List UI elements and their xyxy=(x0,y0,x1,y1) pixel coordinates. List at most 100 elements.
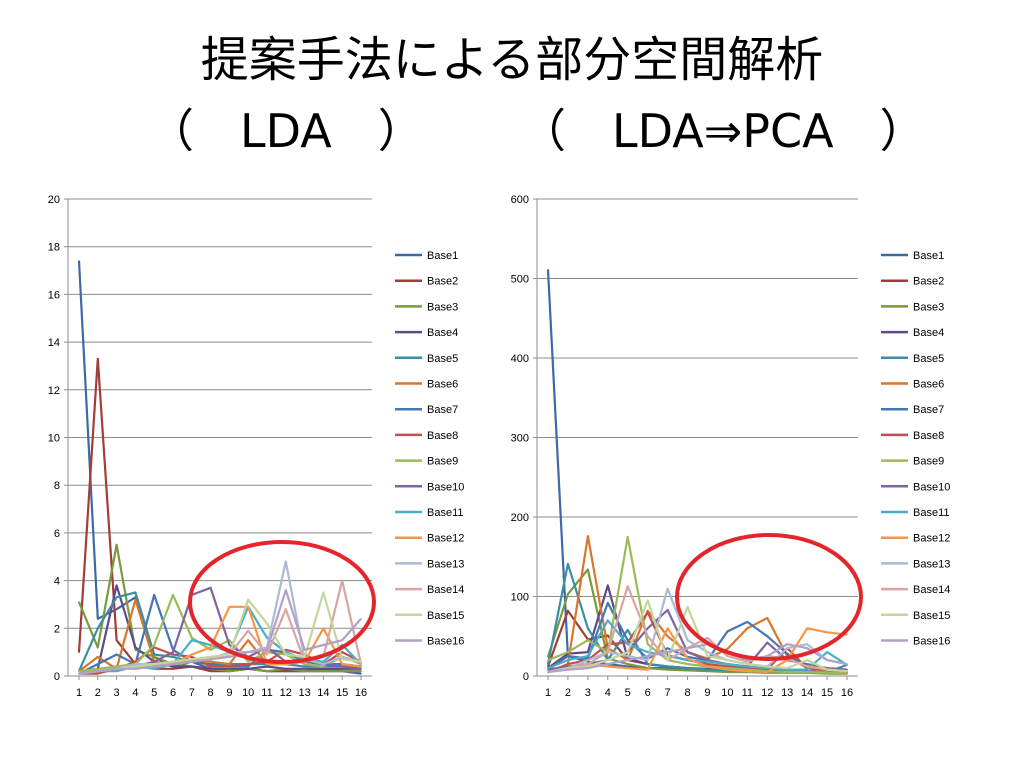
data-point-base14 xyxy=(646,635,649,638)
y-tick-label: 300 xyxy=(511,433,529,445)
y-tick-label: 4 xyxy=(54,576,60,588)
series-line-base2 xyxy=(77,357,361,673)
data-point-base8 xyxy=(247,663,249,665)
data-point-base10 xyxy=(686,651,689,653)
data-point-base16 xyxy=(806,647,808,649)
y-tick-label: 8 xyxy=(54,480,60,492)
data-point-base11 xyxy=(706,660,709,663)
data-point-base6 xyxy=(97,656,99,658)
data-point-base16 xyxy=(846,663,848,665)
data-point-base13 xyxy=(686,639,689,642)
highlight-ellipse xyxy=(675,533,863,661)
data-point-base16 xyxy=(78,672,80,675)
x-tick-label: 9 xyxy=(226,687,232,699)
data-point-base16 xyxy=(285,589,287,591)
data-point-base14 xyxy=(341,579,344,582)
data-point-base3 xyxy=(341,670,344,673)
data-point-base8 xyxy=(726,665,729,668)
data-point-base6 xyxy=(247,639,249,642)
legend-label: Base8 xyxy=(427,430,458,442)
data-point-base14 xyxy=(247,629,249,632)
data-point-base15 xyxy=(266,622,268,625)
data-point-base15 xyxy=(846,670,848,673)
data-point-base14 xyxy=(746,660,749,663)
data-point-base16 xyxy=(360,617,362,620)
data-point-base10 xyxy=(666,609,669,611)
legend-label: Base5 xyxy=(427,353,458,365)
data-point-base2 xyxy=(209,670,212,673)
data-point-base16 xyxy=(341,639,344,642)
data-point-base5 xyxy=(686,667,689,669)
data-point-base5 xyxy=(134,591,137,594)
series-line-base16 xyxy=(547,643,848,674)
data-point-base3 xyxy=(666,668,669,671)
data-point-base15 xyxy=(209,656,212,658)
data-point-base7 xyxy=(247,665,249,668)
data-point-base16 xyxy=(666,651,669,653)
data-point-base5 xyxy=(666,665,669,668)
data-point-base15 xyxy=(172,660,174,663)
data-point-base3 xyxy=(626,663,629,665)
data-point-base3 xyxy=(97,646,99,649)
data-point-base8 xyxy=(285,648,287,651)
series-line-base5 xyxy=(77,591,361,672)
data-point-base6 xyxy=(766,617,769,619)
data-point-base4 xyxy=(115,584,118,587)
data-point-base3 xyxy=(726,671,729,673)
data-point-base3 xyxy=(266,670,268,673)
data-point-base11 xyxy=(547,667,549,669)
data-point-base4 xyxy=(247,668,249,670)
data-point-base5 xyxy=(626,629,629,631)
x-tick-label: 2 xyxy=(95,687,101,699)
legend-label: Base11 xyxy=(913,507,950,519)
x-tick-label: 1 xyxy=(76,687,82,699)
data-point-base15 xyxy=(826,668,828,671)
data-point-base5 xyxy=(97,627,99,630)
data-point-base13 xyxy=(786,647,788,649)
data-point-base10 xyxy=(341,665,344,668)
data-point-base14 xyxy=(626,585,629,587)
data-point-base7 xyxy=(766,635,769,638)
data-point-base3 xyxy=(228,670,231,673)
data-point-base7 xyxy=(607,602,609,604)
data-point-base12 xyxy=(826,631,828,634)
x-tick-label: 8 xyxy=(208,687,214,699)
legend-label: Base1 xyxy=(427,250,458,262)
data-point-base7 xyxy=(153,594,155,596)
series-line-base3 xyxy=(77,543,361,673)
legend-label: Base4 xyxy=(913,327,944,339)
data-point-base10 xyxy=(846,668,848,671)
x-tick-label: 12 xyxy=(280,687,292,699)
data-point-base3 xyxy=(303,670,306,673)
data-point-base5 xyxy=(115,596,118,599)
data-point-base8 xyxy=(746,667,749,669)
y-tick-label: 0 xyxy=(54,671,60,683)
data-point-base11 xyxy=(567,659,569,661)
data-point-base15 xyxy=(746,663,749,665)
data-point-base13 xyxy=(666,587,669,590)
data-point-base6 xyxy=(666,635,669,638)
data-point-base4 xyxy=(228,668,231,670)
y-tick-label: 400 xyxy=(511,353,529,365)
data-point-base5 xyxy=(567,563,569,565)
data-point-base5 xyxy=(706,668,709,671)
x-tick-label: 15 xyxy=(336,687,348,699)
data-point-base14 xyxy=(587,663,589,665)
x-tick-label: 11 xyxy=(261,687,272,699)
data-point-base15 xyxy=(228,653,231,656)
data-point-base3 xyxy=(322,670,325,673)
data-point-base16 xyxy=(786,643,788,645)
data-point-base12 xyxy=(746,670,749,673)
data-point-base3 xyxy=(567,593,569,595)
x-tick-label: 16 xyxy=(355,687,367,699)
data-point-base9 xyxy=(746,668,749,671)
legend-label: Base8 xyxy=(913,430,944,442)
data-point-base6 xyxy=(746,627,749,630)
y-tick-label: 600 xyxy=(511,194,529,206)
x-tick-label: 6 xyxy=(645,687,651,699)
data-point-base9 xyxy=(587,639,589,642)
data-point-base10 xyxy=(228,644,231,646)
data-point-base14 xyxy=(360,663,362,665)
data-point-base7 xyxy=(726,630,729,633)
data-point-base13 xyxy=(646,659,649,661)
